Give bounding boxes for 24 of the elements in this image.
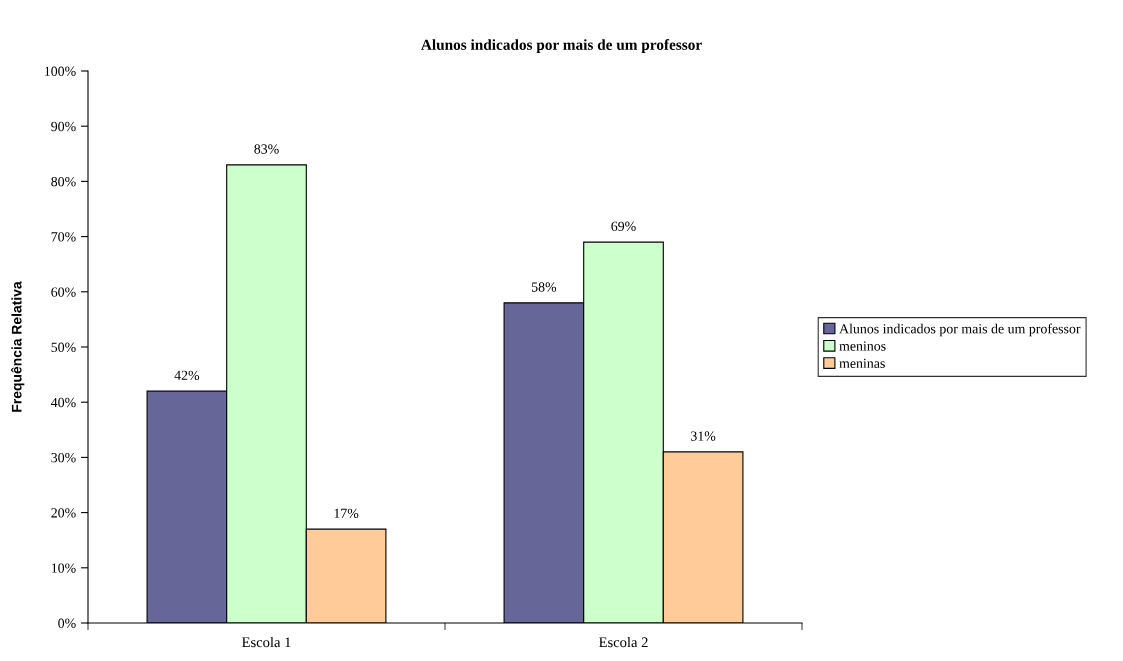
y-tick-label: 100% [45, 66, 76, 76]
y-tick-label: 30% [51, 452, 76, 463]
data-label: 31% [691, 431, 716, 441]
y-tick-label: 70% [51, 232, 76, 242]
y-tick-label: 10% [51, 563, 76, 573]
y-tick-label: 50% [51, 342, 76, 352]
y-tick-label: 40% [51, 397, 76, 408]
legend-label: meninos [839, 341, 886, 351]
y-tick-label: 20% [51, 508, 76, 518]
x-tick-label: Escola 1 [242, 636, 291, 648]
legend-label: meninas [839, 358, 885, 368]
data-label: 42% [174, 370, 200, 381]
chart-title: Alunos indicados por mais de um professor [421, 38, 702, 54]
data-label: 58% [531, 282, 557, 292]
y-axis-title: Frequência Relativa [11, 281, 25, 412]
y-tick-label: 0% [58, 618, 76, 628]
y-tick-label: 60% [51, 287, 76, 297]
data-label: 17% [334, 508, 359, 519]
data-label: 69% [611, 221, 636, 232]
legend-label: Alunos indicados por mais de um professor [839, 323, 1081, 337]
data-label: 83% [254, 144, 279, 154]
y-tick-label: 80% [51, 176, 76, 187]
x-tick-label: Escola 2 [599, 636, 648, 648]
y-tick-label: 90% [51, 121, 76, 132]
